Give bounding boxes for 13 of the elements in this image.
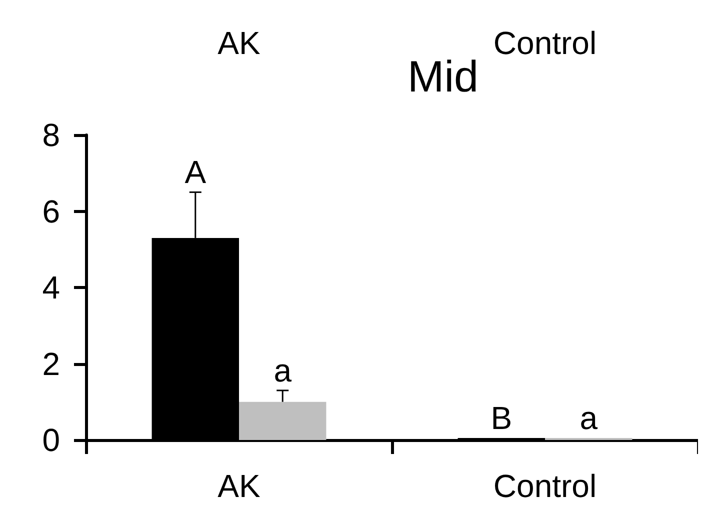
bar [239, 402, 326, 440]
y-tick-label: 6 [42, 193, 60, 230]
text: AK [218, 25, 260, 61]
data-label: a [274, 352, 292, 388]
data-label: B [490, 400, 512, 436]
data-label: A [184, 154, 207, 190]
data-label: a [580, 400, 598, 436]
y-tick-label: 8 [42, 117, 60, 153]
y-tick-label: 0 [42, 422, 60, 458]
y-tick-label: 2 [42, 346, 60, 382]
y-tick-label: 4 [42, 270, 60, 306]
text: Control [493, 25, 597, 61]
chart-title: Mid [408, 52, 478, 102]
